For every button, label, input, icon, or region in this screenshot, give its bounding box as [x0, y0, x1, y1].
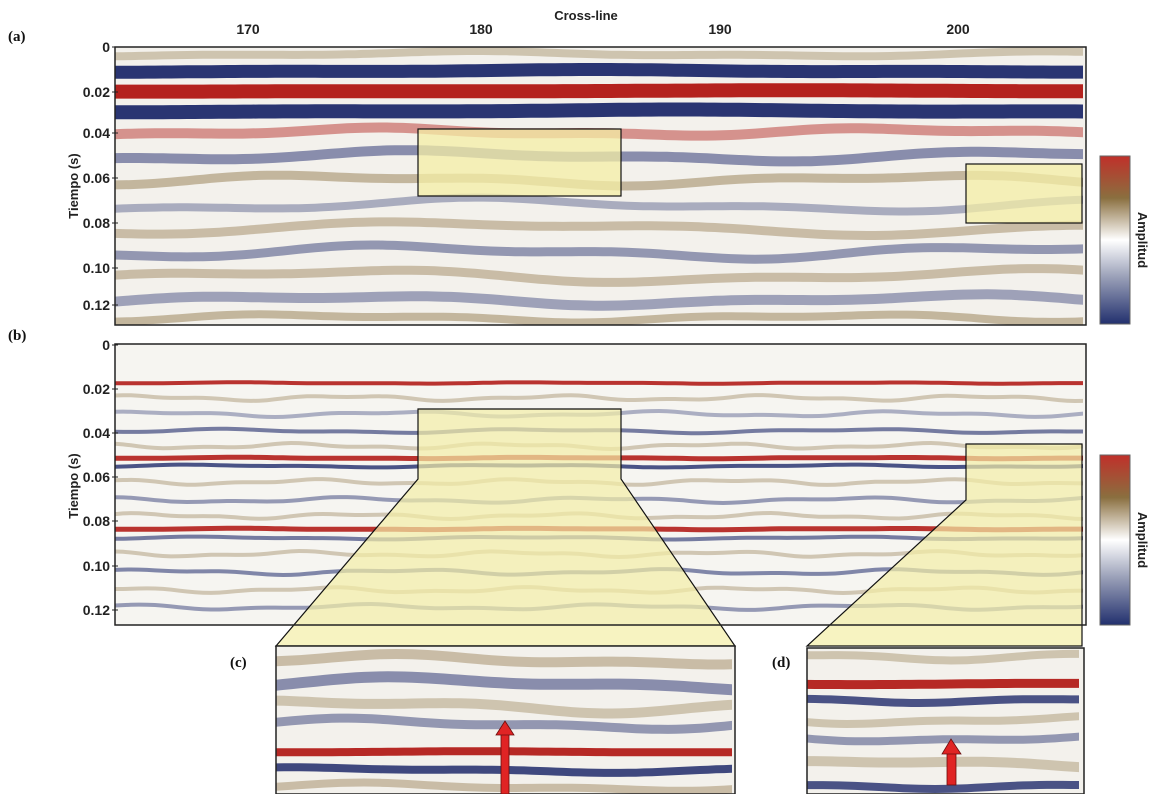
- seismic-section-a: [114, 46, 1087, 326]
- panel-label-c: (c): [230, 655, 247, 671]
- zoom-inset-c: [275, 645, 736, 794]
- seismic-band-d-4: [807, 732, 1079, 746]
- seismic-section-b: [114, 343, 1087, 647]
- seismic-band-a-8: [115, 217, 1083, 240]
- y-tick-b-1: 0.02: [83, 381, 110, 397]
- seismic-band-d-0: [807, 649, 1079, 665]
- seismic-band-a-11: [115, 289, 1083, 311]
- highlight-box-a2: [965, 163, 1083, 224]
- seismic-band-b-4: [115, 441, 1083, 451]
- zoom-trapezoid-d: [805, 443, 1083, 647]
- y-tick-a-6: 0.12: [83, 297, 110, 313]
- plot-frame-a: [114, 46, 1087, 326]
- y-tick-b-5: 0.10: [83, 558, 110, 574]
- seismic-band-a-3: [115, 102, 1083, 120]
- seismic-band-d-1: [807, 678, 1079, 690]
- y-tick-a-2: 0.04: [83, 125, 110, 141]
- y-tick-a-0: 0: [102, 39, 110, 55]
- seismic-band-d-6: [807, 780, 1079, 793]
- y-tick-a-5: 0.10: [83, 260, 110, 276]
- y-axis-title-b: Tiempo (s): [66, 453, 81, 519]
- colorbar-label-a: Amplitud: [1135, 212, 1150, 268]
- y-ticks-b: 0 0.02 0.04 0.06 0.08 0.10 0.12: [83, 337, 118, 618]
- seismic-band-b-0: [115, 380, 1083, 386]
- x-tick-label-200: 200: [946, 21, 970, 37]
- seismic-band-a-12: [115, 310, 1083, 325]
- seismic-band-a-10: [115, 264, 1083, 287]
- x-tick-label-180: 180: [469, 21, 493, 37]
- zoom-inset-d: [806, 647, 1085, 794]
- x-tick-label-190: 190: [708, 21, 732, 37]
- seismic-band-a-0: [115, 47, 1083, 61]
- y-ticks-a: 0 0.02 0.04 0.06 0.08 0.10 0.12: [83, 39, 118, 313]
- seismic-band-a-1: [115, 63, 1083, 79]
- panel-label-a: (a): [8, 29, 26, 45]
- seismic-band-c-1: [276, 671, 732, 696]
- y-tick-a-3: 0.06: [83, 170, 110, 186]
- seismic-band-b-1: [115, 393, 1083, 403]
- panel-label-b: (b): [8, 328, 26, 344]
- arrow-marker-d: [941, 738, 962, 786]
- plot-frame-b: [114, 343, 1087, 626]
- seismic-band-d-2: [807, 694, 1079, 707]
- panel-label-d: (d): [772, 655, 790, 671]
- seismic-band-a-2: [115, 83, 1083, 99]
- y-tick-b-4: 0.08: [83, 513, 110, 529]
- y-tick-b-6: 0.12: [83, 602, 110, 618]
- seismic-band-d-5: [807, 756, 1079, 773]
- colorbar-label-b: Amplitud: [1135, 512, 1150, 568]
- y-tick-a-1: 0.02: [83, 84, 110, 100]
- y-tick-b-2: 0.04: [83, 425, 110, 441]
- y-tick-a-4: 0.08: [83, 215, 110, 231]
- seismic-band-c-0: [276, 649, 732, 670]
- seismic-band-a-6: [115, 170, 1083, 191]
- x-axis-title: Cross-line: [554, 8, 618, 23]
- x-tick-label-170: 170: [236, 21, 260, 37]
- y-axis-title-a: Tiempo (s): [66, 153, 81, 219]
- seismic-band-a-9: [115, 240, 1083, 264]
- seismic-band-c-2: [276, 695, 732, 719]
- colorbar-b: [1099, 454, 1131, 626]
- seismic-band-a-7: [115, 193, 1083, 216]
- seismic-band-d-3: [807, 712, 1079, 728]
- y-tick-b-3: 0.06: [83, 469, 110, 485]
- highlight-box-a1: [417, 128, 622, 197]
- arrow-marker-c: [495, 720, 515, 794]
- y-tick-b-0: 0: [102, 337, 110, 353]
- colorbar-a: [1099, 155, 1131, 325]
